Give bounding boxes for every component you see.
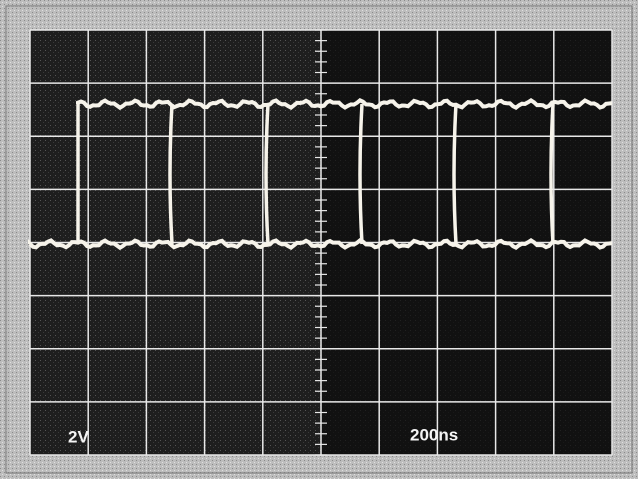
trace-edge: [551, 104, 553, 244]
trace-edge: [266, 104, 268, 244]
time-per-div: 200ns: [410, 425, 458, 444]
page: 2V 200ns (() => { const data = JSON.pars…: [0, 0, 638, 479]
trace-edge: [454, 104, 456, 244]
trace-edge: [170, 104, 172, 244]
oscilloscope: 2V 200ns: [0, 0, 638, 479]
trace-edge: [360, 104, 362, 244]
volts-per-div: 2V: [68, 427, 89, 446]
